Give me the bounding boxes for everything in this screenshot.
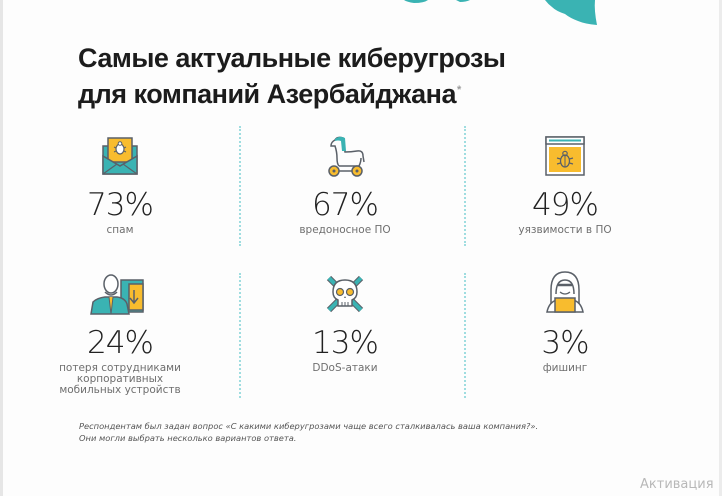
threat-label: вредоносное ПО (299, 224, 391, 236)
threat-card-ddos: 13% DDoS-атаки (245, 272, 445, 374)
column-divider (464, 126, 466, 246)
footnote-line-1: Респондентам был задан вопрос «С какими … (79, 421, 539, 431)
threat-label: DDoS-атаки (312, 362, 378, 374)
skull-crossbones-icon (245, 272, 445, 316)
threat-card-vulnerabilities: 49% уязвимости в ПО (465, 134, 665, 236)
threat-label: спам (106, 224, 134, 236)
threat-percent: 13% (312, 325, 379, 361)
column-divider (239, 126, 241, 246)
page-title: Самые актуальные киберугрозы для компани… (78, 40, 506, 112)
threat-label: уязвимости в ПО (518, 224, 612, 236)
threat-label-line: потеря сотрудниками (59, 362, 181, 374)
teal-decoration (404, 0, 597, 25)
browser-bug-icon (465, 134, 665, 178)
windows-activation-watermark: Активация (640, 477, 714, 492)
threat-percent: 24% (87, 325, 154, 361)
column-divider (464, 273, 466, 398)
threat-label-line: мобильных устройств (59, 384, 181, 396)
threat-card-malware: 67% вредоносное ПО (245, 134, 445, 236)
threat-card-phishing: 3% фишинг (465, 271, 665, 374)
threat-percent: 73% (87, 187, 154, 223)
threat-percent: 49% (532, 187, 599, 223)
threat-card-spam: 73% спам (20, 134, 220, 236)
threat-label: фишинг (542, 362, 588, 374)
trojan-horse-icon (245, 134, 445, 178)
spam-envelope-bug-icon (20, 134, 220, 178)
title-line-1: Самые актуальные киберугрозы (78, 43, 506, 73)
footnote-line-2: Они могли выбрать несколько вариантов от… (79, 433, 297, 443)
right-border (719, 0, 722, 496)
left-border (0, 0, 3, 496)
threat-percent: 3% (541, 325, 589, 361)
employee-mobile-device-icon (20, 272, 220, 316)
title-line-2: для компаний Азербайджана (78, 79, 456, 109)
footnote: Респондентам был задан вопрос «С какими … (79, 420, 579, 444)
footnote-marker: * (456, 84, 461, 96)
threat-label-line: корпоративных (76, 373, 164, 385)
threat-card-lost-devices: 24% потеря сотрудниками корпоративных мо… (20, 272, 220, 396)
threat-label: потеря сотрудниками корпоративных мобиль… (20, 363, 220, 396)
hooded-hacker-icon (465, 271, 665, 316)
threat-percent: 67% (312, 187, 379, 223)
column-divider (239, 273, 241, 398)
